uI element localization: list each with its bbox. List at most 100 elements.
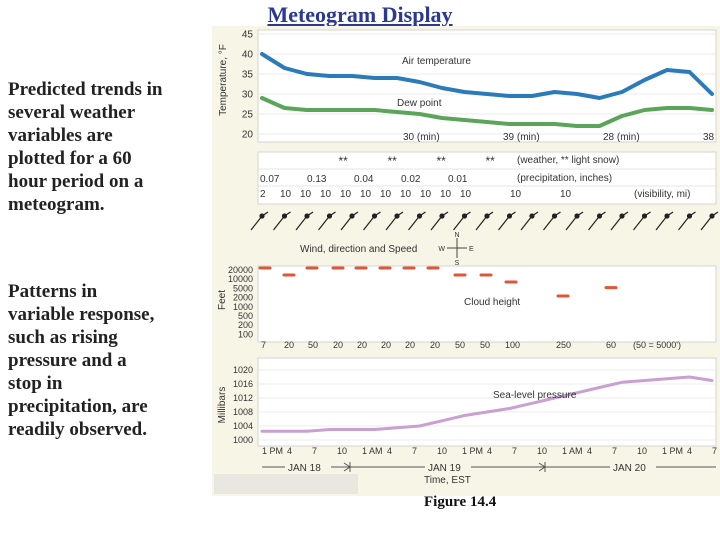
visibility-value: 10 [380,189,392,200]
wind-station-dot [281,213,288,219]
y-tick-label: 25 [242,110,254,121]
y-tick-label: 500 [238,311,253,321]
visibility-value: 10 [340,189,352,200]
wind-panel: Wind, direction and Speed N S W E [250,211,719,267]
wind-barb [700,211,719,231]
time-tick-label: 10 [337,446,347,456]
snow-symbol: ** [339,154,349,168]
time-tick-label: 10 [637,446,647,456]
temperature-panel: 45 40 35 30 25 20 Temperature, °F Air tempera… [218,29,717,143]
visibility-value: 10 [280,189,292,200]
wind-station-dot [394,213,400,219]
compass-s: S [455,260,460,267]
wind-station-dot [709,213,715,219]
snow-symbol: ** [437,154,447,168]
wind-barb [318,211,336,231]
cloud-x-label: 60 [606,340,616,350]
page-title: Meteogram Display [267,2,453,27]
wind-shaft [453,215,465,231]
wind-station-dot [439,213,445,219]
precipitation-label: (precipitation, inches) [517,173,612,184]
date-label-bg [610,461,656,473]
text-line: Predicted trends in [8,79,163,100]
text-line: Patterns in [8,281,98,302]
cloud-x-label: 50 [308,340,318,350]
wind-station-dot [506,213,513,219]
wind-shaft [295,215,308,231]
wind-shaft [678,215,690,231]
y-tick-label: 200 [238,320,253,330]
wind-barb [385,211,404,231]
precipitation-value: 0.04 [354,174,374,185]
text-line: stop in [8,373,63,394]
air-temperature-label: Air temperature [402,56,471,67]
time-axis-label: Time, EST [424,475,471,486]
wind-barb [498,211,516,231]
cloud-height-label: Cloud height [464,297,520,308]
compass-n: N [454,232,459,239]
wind-shaft [498,215,510,231]
wind-station-dot [529,213,535,219]
description-paragraph-1: Predicted trends in several weather vari… [8,78,213,216]
wind-shaft [633,215,645,231]
snow-symbol: ** [388,154,398,168]
cloud-x-label: 250 [556,340,571,350]
wind-barb [588,211,606,231]
date-row: JAN 18 JAN 19 JAN 20 [262,461,716,474]
wind-station-dot [664,213,670,219]
time-axis: 1 PM 4 7 10 1 AM 4 7 10 1 PM 4 7 10 1 AM 4 7 10 1 PM 4 7 J… [262,446,717,486]
cloud-x-label: 20 [357,340,367,350]
wind-station-dot [304,213,310,219]
dew-point-line [260,96,714,128]
time-tick-label: 1 AM [362,446,383,456]
wind-station-dot [484,213,490,219]
time-tick-label: 1 PM [662,446,683,456]
time-tick-label: 4 [287,446,292,456]
wind-barb [250,211,269,231]
cloud-x-label: 20 [381,340,391,350]
weather-row: ** ** ** ** [339,154,496,168]
cloud-axis-label: Feet [217,290,228,310]
air-temperature-line [260,52,714,100]
wind-station-dot [461,213,468,219]
wind-shaft [543,215,555,231]
visibility-value: 10 [420,189,432,200]
wind-shaft [340,215,353,231]
pressure-panel: 1020 1016 1012 1008 1004 1000 Millibars Sea-l… [217,357,717,447]
compass-w: W [438,246,445,253]
wind-station-dot [259,213,265,219]
time-tick-label: 4 [687,446,692,456]
y-tick-label: 1004 [233,421,253,431]
time-tick-label: 10 [537,446,547,456]
y-tick-label: 2000 [233,293,253,303]
cloud-x-label: 20 [333,340,343,350]
wind-station-dot [349,213,355,219]
wind-barb [430,211,449,231]
compass-e: E [469,246,474,253]
cloud-x-label: 20 [284,340,294,350]
pressure-axis-label: Millibars [217,387,228,424]
time-tick-label: 1 AM [562,446,583,456]
temperature-axis-label: Temperature, °F [218,44,229,116]
cloud-plot-area [257,265,717,343]
wind-station-dot [416,213,423,219]
time-tick-label: 1 PM [262,446,283,456]
cloud-x-label: (50 = 5000') [633,340,681,350]
wind-shaft [273,215,285,231]
time-tick-label: 10 [437,446,447,456]
date-label: JAN 19 [428,463,461,474]
wind-barb [565,211,584,231]
y-tick-label: 1000 [233,435,253,445]
temperature-plot-area [257,29,717,143]
date-label-bg [425,461,471,473]
temperature-y-ticks: 45 40 35 30 25 20 [242,30,254,141]
description-paragraph-2: Patterns in variable response, such as r… [8,280,213,441]
time-ticks: 1 PM 4 7 10 1 AM 4 7 10 1 PM 4 7 10 1 AM 4 7 10 1 PM 4 7 [262,446,717,456]
pressure-grid [258,369,716,441]
visibility-value: 10 [440,189,452,200]
text-line: pressure and a [8,350,127,371]
wind-shaft [318,215,330,231]
text-line: meteogram. [8,194,105,215]
y-tick-label: 45 [242,30,254,41]
